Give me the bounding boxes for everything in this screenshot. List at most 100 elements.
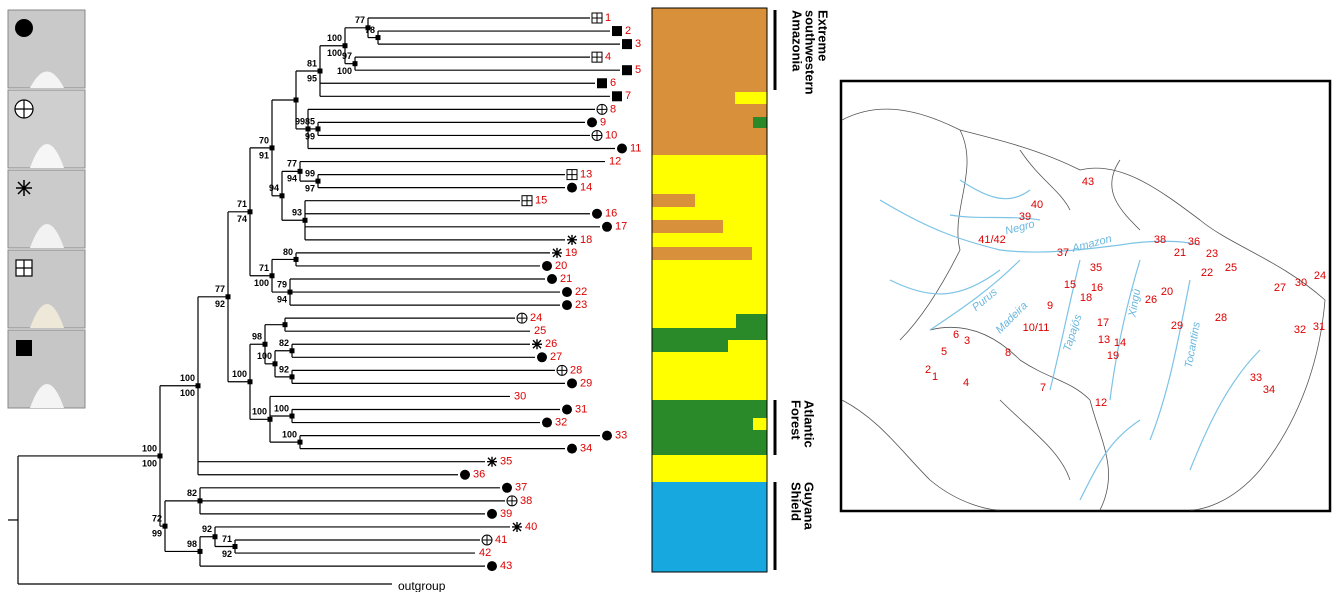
- tip-label: 2: [625, 25, 631, 37]
- tip-label: 30: [514, 390, 526, 402]
- tip-label: 35: [500, 456, 512, 468]
- locality-label: 17: [1097, 317, 1109, 329]
- locality-label: 22: [1201, 267, 1213, 279]
- tip-marker: [532, 339, 542, 349]
- dot: [487, 561, 497, 571]
- dot: [567, 444, 577, 454]
- support-value: 100: [254, 278, 269, 288]
- dot: [502, 483, 512, 493]
- support-value: 81: [307, 58, 317, 68]
- support-value: 77: [355, 15, 365, 25]
- tip-label: 41: [495, 534, 507, 546]
- support-value: 93: [292, 208, 302, 218]
- tip-label: 17: [615, 221, 627, 233]
- tip-marker: [537, 352, 547, 362]
- tip-marker: [592, 209, 602, 219]
- tip-label: 26: [545, 338, 557, 350]
- tip-marker: [602, 431, 612, 441]
- tip-marker: [487, 457, 497, 467]
- tip-label: 34: [580, 443, 592, 455]
- tip-label: 38: [520, 495, 532, 507]
- region-label: Forest: [789, 400, 804, 440]
- support-value: 74: [237, 214, 247, 224]
- cluster-block: [652, 340, 728, 352]
- dot: [562, 300, 572, 310]
- support-value: 92: [222, 549, 232, 559]
- locality-label: 32: [1294, 324, 1306, 336]
- phylogeny: 1237877459710010010067819589108599119912…: [8, 12, 641, 592]
- legend-symbol: [15, 19, 33, 37]
- locality-label: 36: [1188, 236, 1200, 248]
- dot: [547, 274, 557, 284]
- locality-label: 27: [1274, 282, 1286, 294]
- tip-label: 8: [610, 103, 616, 115]
- tip-label: 25: [534, 325, 546, 337]
- support-value: 100: [274, 403, 289, 413]
- locality-label: 1: [932, 371, 938, 383]
- support-value: 94: [287, 174, 297, 184]
- support-value: 100: [327, 33, 342, 43]
- locality-label: 5: [941, 346, 947, 358]
- tip-label: 4: [605, 51, 611, 63]
- support-value: 82: [187, 488, 197, 498]
- tip-marker: [542, 261, 552, 271]
- locality-label: 34: [1263, 384, 1275, 396]
- dot: [542, 261, 552, 271]
- support-value: 100: [142, 443, 157, 453]
- cluster-block: [753, 418, 767, 430]
- locality-label: 9: [1047, 300, 1053, 312]
- support-value: 100: [337, 66, 352, 76]
- tip-marker: [592, 52, 602, 62]
- figure: 1237877459710010010067819589108599119912…: [0, 0, 1338, 592]
- locality-label: 16: [1091, 282, 1103, 294]
- cluster-block: [736, 314, 767, 328]
- star: [512, 522, 522, 532]
- cluster-block: [652, 194, 695, 207]
- tip-label: 22: [575, 286, 587, 298]
- phenotype-legend: [8, 10, 85, 408]
- legend-symbol: [15, 100, 33, 118]
- star: [552, 248, 562, 258]
- dot: [602, 431, 612, 441]
- cluster-block: [652, 8, 767, 155]
- tip-marker: [567, 170, 577, 180]
- tip-marker: [482, 535, 492, 545]
- tip-label: 16: [605, 208, 617, 220]
- locality-label: 10/11: [1023, 322, 1050, 334]
- tip-marker: [562, 405, 572, 415]
- support-value: 77: [215, 284, 225, 294]
- tip-label: 37: [515, 482, 527, 494]
- tip-marker: [602, 222, 612, 232]
- dot: [562, 405, 572, 415]
- support-value: 80: [283, 247, 293, 257]
- support-value: 71: [222, 534, 232, 544]
- tip-label: 24: [530, 312, 542, 324]
- tip-label: 36: [473, 469, 485, 481]
- dot: [542, 418, 552, 428]
- legend-symbol: [16, 180, 32, 196]
- tip-marker: [487, 561, 497, 571]
- tip-label: 43: [500, 560, 512, 572]
- square: [612, 26, 622, 36]
- locality-label: 37: [1057, 247, 1069, 259]
- locality-label: 25: [1225, 262, 1237, 274]
- dot: [617, 144, 627, 154]
- page: {"tree": { "tips": [ {"label": "1", "mar…: [0, 0, 1338, 592]
- support-value: 71: [259, 263, 269, 273]
- dot: [602, 222, 612, 232]
- dot: [537, 352, 547, 362]
- tip-label: 39: [500, 508, 512, 520]
- cluster-block: [652, 220, 723, 233]
- locality-label: 4: [963, 377, 969, 389]
- support-value: 100: [252, 407, 267, 417]
- support-value: 100: [232, 369, 247, 379]
- locality-label: 18: [1080, 292, 1092, 304]
- locality-label: 14: [1114, 337, 1126, 349]
- tip-marker: [552, 248, 562, 258]
- locality-label: 19: [1107, 350, 1119, 362]
- square: [622, 65, 632, 75]
- region-label: Amazonia: [790, 10, 805, 72]
- tip-marker: [567, 444, 577, 454]
- legend-symbol: [16, 260, 32, 276]
- legend-symbol: [16, 340, 32, 356]
